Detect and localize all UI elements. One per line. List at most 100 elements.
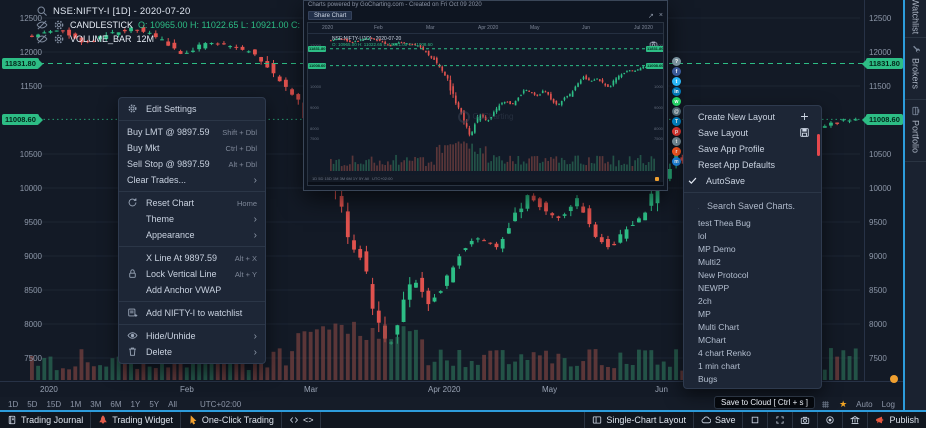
messenger-icon[interactable]: m	[672, 157, 681, 166]
check-icon	[687, 175, 701, 187]
context-menu-item[interactable]: Clear Trades... ›	[119, 172, 265, 188]
camera-button[interactable]	[792, 412, 817, 428]
layout-menu-item[interactable]: Reset App Defaults	[684, 157, 821, 173]
target-button[interactable]	[817, 412, 842, 428]
timezone-label[interactable]: UTC+02:00	[200, 399, 242, 409]
email-icon[interactable]: @	[672, 107, 681, 116]
menu-divider	[119, 120, 265, 121]
saved-chart-item[interactable]: 1 min chart	[698, 360, 741, 371]
layout-menu-item[interactable]: Create New Layout	[684, 109, 821, 125]
context-menu-item[interactable]: Buy LMT @ 9897.59 Shift + Dbl	[119, 124, 265, 140]
price-tick: 11500	[869, 82, 891, 91]
menu-item-label: Sell Stop @ 9897.59	[127, 159, 210, 169]
one-click-trading-button[interactable]: One-Click Trading	[181, 412, 282, 428]
context-menu-item[interactable]: X Line At 9897.59 Alt + X	[119, 250, 265, 266]
context-menu-item[interactable]: Delete ›	[119, 344, 265, 360]
popup-tab[interactable]: Share Chart	[308, 11, 353, 20]
saved-chart-item[interactable]: Multi Chart	[698, 321, 740, 332]
telegram-icon[interactable]: T	[672, 117, 681, 126]
saved-chart-item[interactable]: MP Demo	[698, 243, 736, 254]
menu-scrollbar[interactable]	[817, 134, 820, 156]
single-chart-layout-button[interactable]: Single-Chart Layout	[584, 412, 693, 428]
search-input[interactable]	[707, 201, 807, 211]
context-menu-item[interactable]: Edit Settings	[119, 101, 265, 117]
popup-expand-icon[interactable]: ↗	[648, 12, 654, 20]
range-button-1y[interactable]: 1Y	[130, 399, 141, 409]
favorite-star-icon[interactable]: ★	[839, 398, 848, 409]
log-scale-toggle[interactable]: Log	[881, 399, 895, 409]
price-tick: 9000	[24, 252, 42, 261]
bank-icon	[850, 415, 861, 425]
range-button-1m[interactable]: 1M	[70, 399, 82, 409]
time-tick: Feb	[180, 385, 194, 394]
saved-chart-item[interactable]: Bugs	[698, 373, 718, 384]
saved-chart-item[interactable]: 4 chart Renko	[698, 347, 751, 358]
saved-chart-item[interactable]: MP	[698, 308, 711, 319]
context-menu-item[interactable]: Lock Vertical Line Alt + Y	[119, 266, 265, 282]
study-settings-icon[interactable]	[53, 19, 65, 31]
saved-charts-search[interactable]	[684, 196, 821, 216]
whatsapp-icon[interactable]: w	[672, 97, 681, 106]
save-button[interactable]: Save	[692, 412, 743, 428]
layout-menu-item[interactable]: Save App Profile	[684, 141, 821, 157]
symbol-search-icon[interactable]	[36, 5, 48, 17]
trash-icon	[127, 346, 141, 358]
save-tooltip: Save to Cloud [ Ctrl + s ]	[714, 396, 815, 409]
range-button-5d[interactable]: 5D	[27, 399, 38, 409]
context-menu-item[interactable]: Sell Stop @ 9897.59 Alt + Dbl	[119, 156, 265, 172]
saved-chart-item[interactable]: 2ch	[698, 295, 712, 306]
layout-menu: Create New Layout Save Layout Save App Pro…	[683, 105, 822, 389]
help-share-icon[interactable]: ?	[672, 57, 681, 66]
trading-journal-button[interactable]: Trading Journal	[0, 412, 92, 428]
range-button-15d[interactable]: 15D	[46, 399, 62, 409]
square-button[interactable]	[742, 412, 767, 428]
layout-menu-item[interactable]: AutoSave	[684, 173, 821, 189]
saved-chart-item[interactable]: MChart	[698, 334, 726, 345]
sidebar-tab-brokers[interactable]: Brokers	[905, 38, 926, 100]
context-menu-item[interactable]: Hide/Unhide ›	[119, 328, 265, 344]
hide-study-icon[interactable]	[36, 19, 48, 31]
tumblr-icon[interactable]: t	[672, 137, 681, 146]
range-button-1d[interactable]: 1D	[8, 399, 19, 409]
range-button-5y[interactable]: 5Y	[149, 399, 160, 409]
volume-value: 12M	[136, 34, 155, 44]
menu-item-label: Add NIFTY-I to watchlist	[146, 308, 243, 318]
context-menu-item[interactable]: Add Anchor VWAP	[119, 282, 265, 298]
pinterest-icon[interactable]: p	[672, 127, 681, 136]
popup-scrollbar[interactable]	[308, 182, 663, 185]
expand-button[interactable]	[767, 412, 792, 428]
twitter-icon[interactable]: t	[672, 77, 681, 86]
layout-menu-item[interactable]: Save Layout	[684, 125, 821, 141]
-button[interactable]: <>	[282, 412, 322, 428]
range-button-all[interactable]: All	[168, 399, 178, 409]
context-menu-item[interactable]: Theme ›	[119, 211, 265, 227]
bank-button[interactable]	[842, 412, 867, 428]
mini-price-tag: 11008.60	[308, 62, 327, 69]
publish-button[interactable]: Publish	[867, 412, 926, 428]
range-button-6m[interactable]: 6M	[110, 399, 122, 409]
linkedin-icon[interactable]: in	[672, 87, 681, 96]
popup-close-icon[interactable]: ×	[658, 11, 663, 19]
popup-month-tick: 2020	[322, 25, 334, 31]
context-menu-item[interactable]: Buy Mkt Ctrl + Dbl	[119, 140, 265, 156]
context-menu-item[interactable]: Appearance ›	[119, 227, 265, 243]
saved-chart-item[interactable]: lol	[698, 230, 707, 241]
auto-scale-toggle[interactable]: Auto	[856, 399, 873, 409]
price-tick: 8500	[24, 286, 42, 295]
sidebar-tab-watchlist[interactable]: Watchlist	[905, 0, 926, 38]
facebook-icon[interactable]: f	[672, 67, 681, 76]
sidebar-tab-portfolio[interactable]: Portfolio	[905, 100, 926, 162]
hide-volume-icon[interactable]	[36, 33, 48, 45]
trading-widget-button[interactable]: Trading Widget	[91, 412, 181, 428]
menu-divider	[119, 191, 265, 192]
saved-chart-item[interactable]: test Thea Bug	[698, 217, 751, 228]
saved-chart-item[interactable]: New Protocol	[698, 269, 749, 280]
range-button-3m[interactable]: 3M	[90, 399, 102, 409]
volume-settings-icon[interactable]	[53, 33, 65, 45]
saved-chart-item[interactable]: NEWPP	[698, 282, 730, 293]
reddit-icon[interactable]: r	[672, 147, 681, 156]
grid-icon[interactable]	[821, 400, 830, 409]
context-menu-item[interactable]: Add NIFTY-I to watchlist	[119, 305, 265, 321]
context-menu-item[interactable]: Reset Chart Home	[119, 195, 265, 211]
saved-chart-item[interactable]: Multi2	[698, 256, 721, 267]
